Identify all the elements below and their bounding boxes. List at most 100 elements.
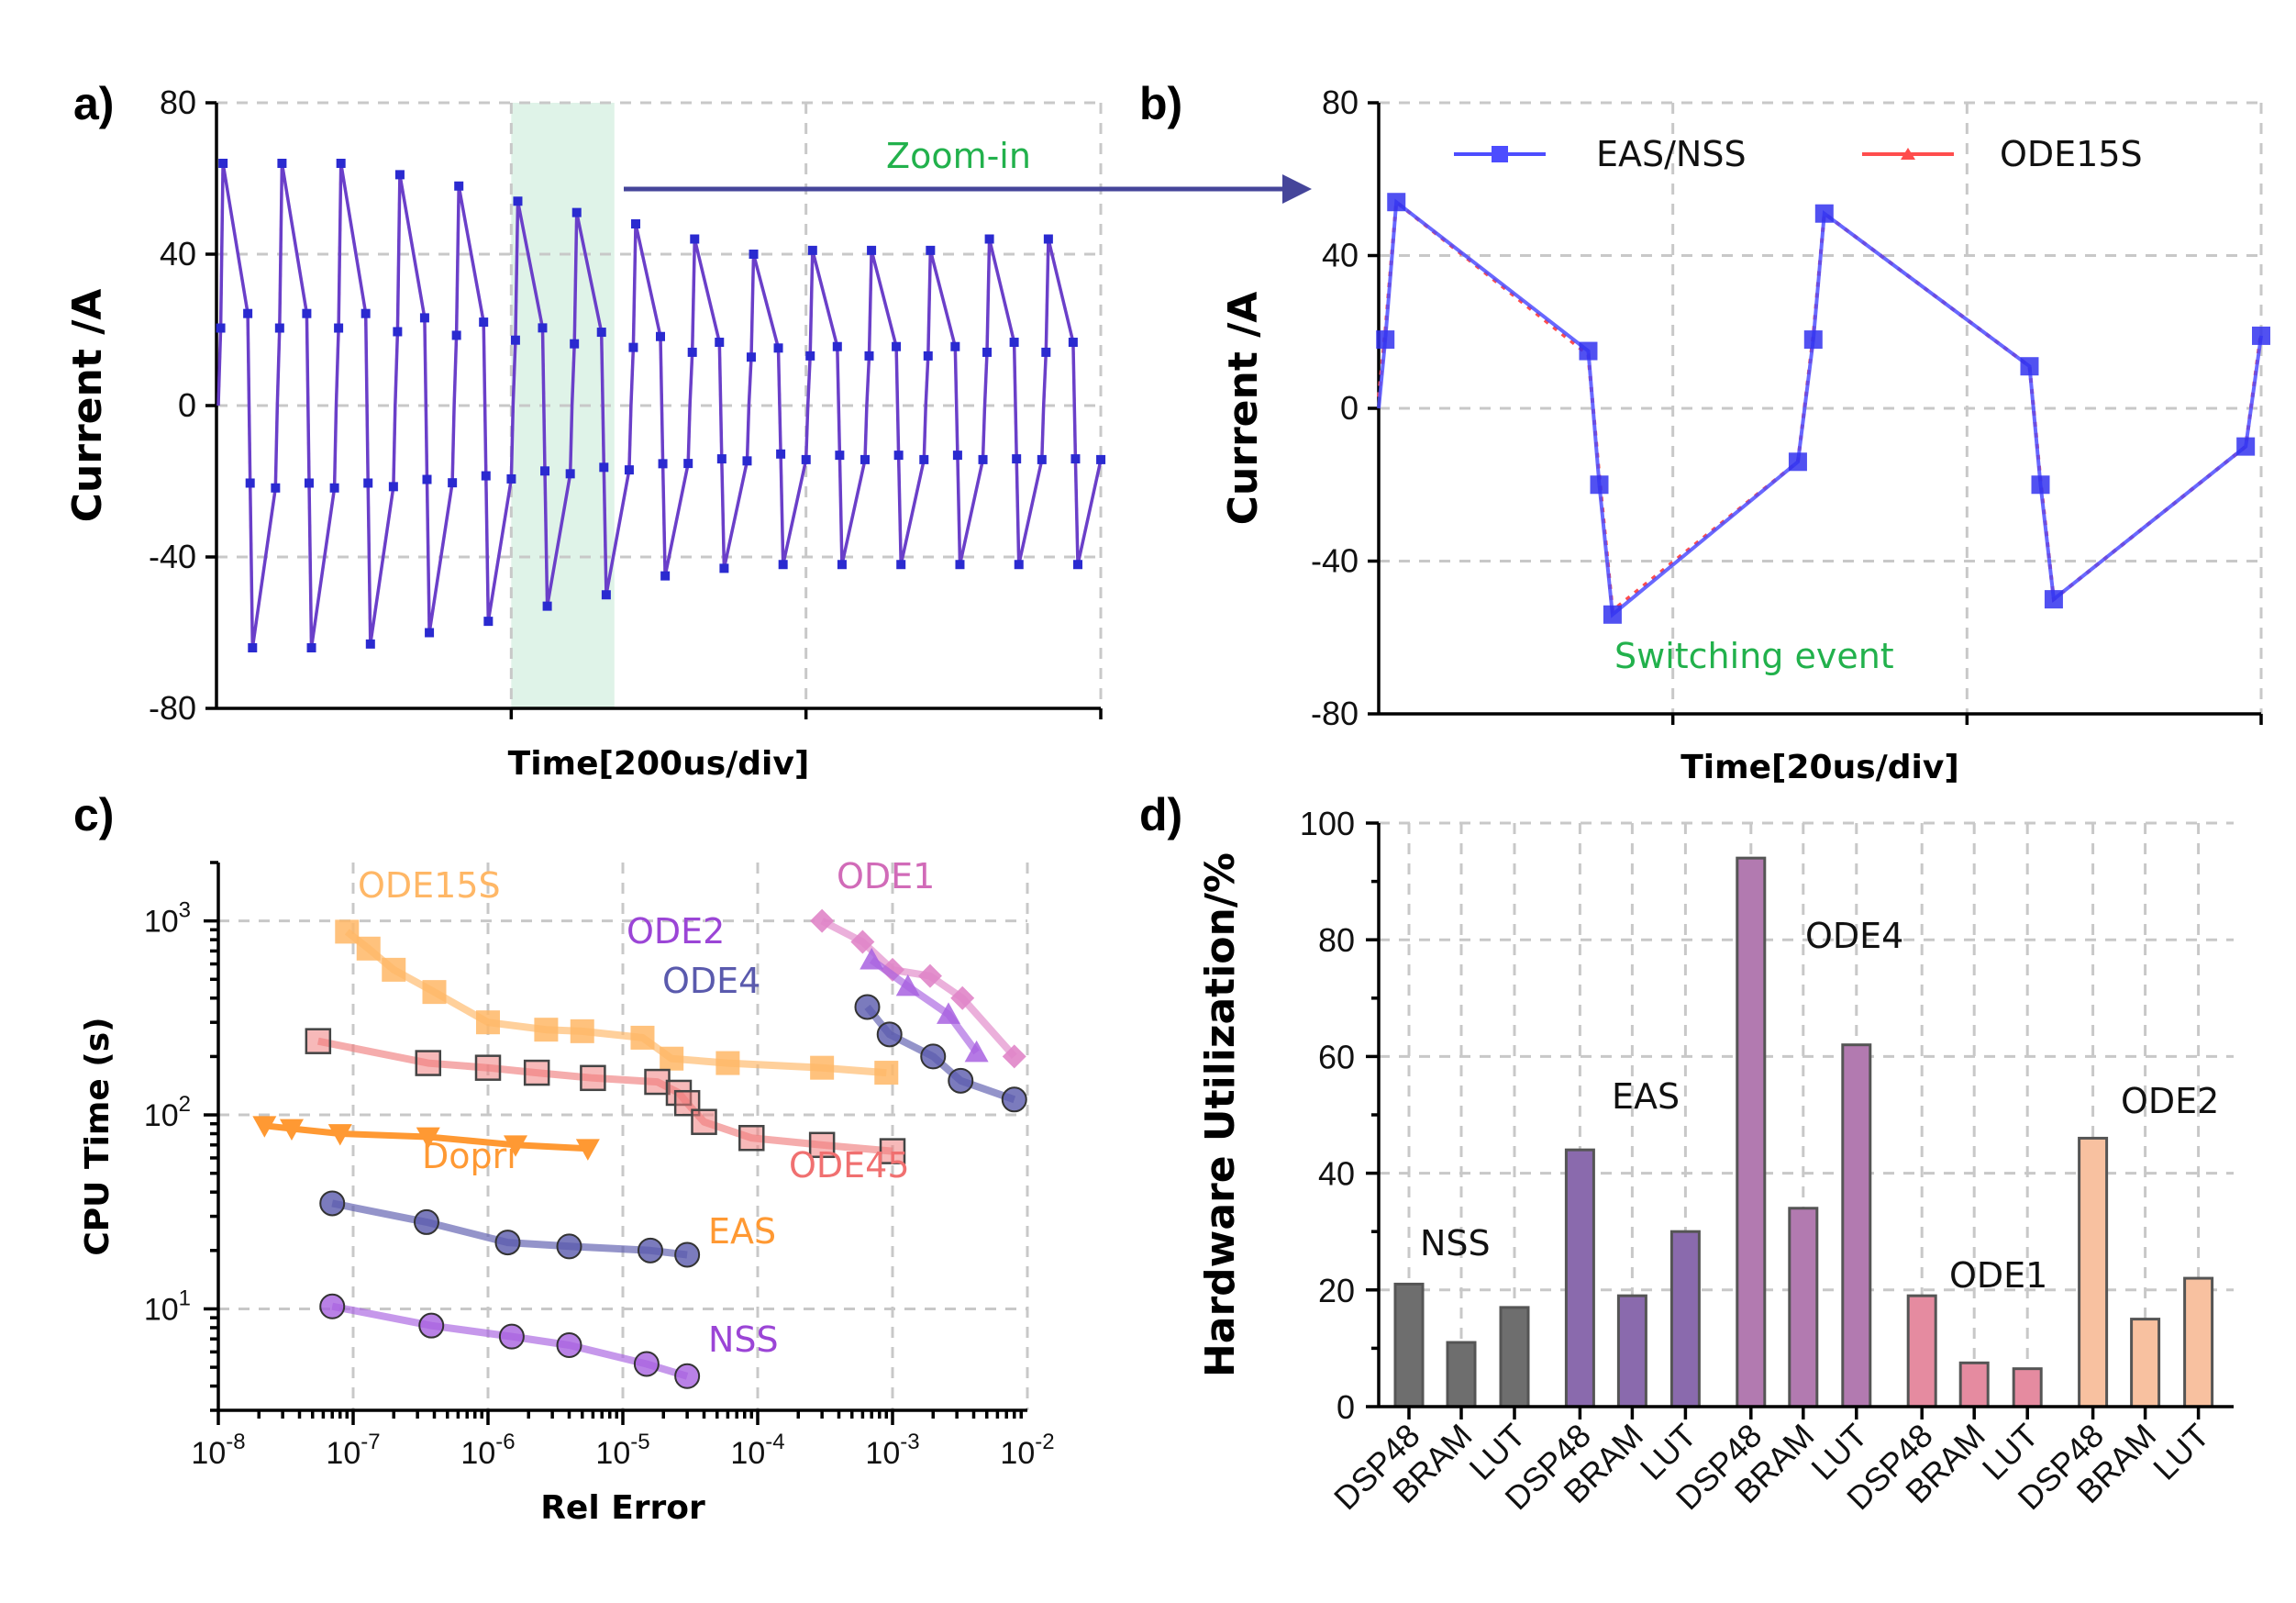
a-point xyxy=(749,250,759,259)
d-xtick-label: LUT xyxy=(2146,1417,2216,1487)
b-legend-label-eas: EAS/NSS xyxy=(1596,134,1747,174)
panel-label-c: c) xyxy=(73,789,114,840)
a-point xyxy=(540,466,550,476)
a-point xyxy=(506,473,516,484)
c-series-ode4-point xyxy=(876,1021,903,1048)
zoom-arrow-head xyxy=(1282,174,1312,204)
a-point xyxy=(1037,454,1047,464)
b-ylabel: Current /A xyxy=(1220,292,1267,526)
b-point xyxy=(1603,605,1622,624)
a-ytick-label: 40 xyxy=(160,235,196,273)
c-series-ode15s-point xyxy=(382,957,406,982)
a-point xyxy=(742,456,752,466)
a-point xyxy=(329,483,339,493)
c-series-dopri-point xyxy=(279,1119,304,1141)
c-series-ode45-point xyxy=(305,1028,332,1054)
d-bar-ode2-lut xyxy=(2183,1276,2214,1408)
a-point xyxy=(271,483,281,493)
c-series-nss-point xyxy=(418,1312,445,1339)
c-xtick-label: 10-8 xyxy=(191,1430,245,1471)
a-point xyxy=(778,560,788,570)
c-series-ode15s-point xyxy=(356,936,381,961)
c-label-eas: EAS xyxy=(708,1211,776,1252)
c-series-eas-point xyxy=(413,1208,439,1235)
c-xtick-label: 10-3 xyxy=(865,1430,919,1471)
c-ylabel: CPU Time (s) xyxy=(79,1017,116,1255)
d-bar-nss-dsp48 xyxy=(1393,1282,1425,1408)
a-point xyxy=(248,643,258,652)
d-ytick-label: 100 xyxy=(1300,805,1355,842)
c-series-dopri-point xyxy=(575,1139,600,1161)
c-label-ode15s: ODE15S xyxy=(358,865,501,906)
c-label-ode1: ODE1 xyxy=(837,856,935,896)
d-bar-eas-bram xyxy=(1616,1294,1647,1408)
b-legend-marker-ode15s xyxy=(1901,148,1915,160)
d-ytick-label: 0 xyxy=(1337,1388,1355,1426)
b-point xyxy=(2044,590,2063,609)
c-xtick-label: 10-5 xyxy=(595,1430,649,1471)
c-xtick-label: 10-4 xyxy=(730,1430,784,1471)
a-point xyxy=(481,471,491,481)
c-series-ode1-point xyxy=(1002,1044,1026,1069)
c-series-ode15s-point xyxy=(660,1046,684,1071)
chart-a: 80 40 0 -40 -80 Time[200us/div] Current /A Zoom… xyxy=(64,83,1312,783)
d-bar-ode2-dsp48 xyxy=(2078,1136,2109,1408)
a-point xyxy=(773,343,783,353)
b-point xyxy=(1803,330,1823,350)
b-point xyxy=(2236,437,2256,456)
a-point xyxy=(393,327,403,337)
a-point xyxy=(304,478,314,488)
b-point xyxy=(2252,326,2270,345)
a-point xyxy=(624,465,634,475)
a-point xyxy=(715,338,725,348)
a-point xyxy=(864,351,874,361)
c-xtick-label: 10-6 xyxy=(460,1430,515,1471)
c-series-dopri-point xyxy=(416,1127,440,1150)
a-point xyxy=(892,341,902,351)
c-series-ode45-point xyxy=(644,1068,671,1096)
a-point xyxy=(631,219,641,228)
c-series-ode45-point xyxy=(474,1054,502,1081)
b-xlabel: Time[20us/div] xyxy=(1680,749,1959,786)
a-point xyxy=(599,462,609,473)
c-series-ode45-point xyxy=(879,1138,906,1164)
a-point xyxy=(1014,560,1024,570)
d-ylabel: Hardware Utilization/% xyxy=(1197,852,1244,1377)
c-series-ode45-point xyxy=(738,1124,765,1152)
a-point xyxy=(483,617,494,627)
d-group-label-ode2: ODE2 xyxy=(2121,1081,2219,1121)
chart-c: 10-8 10-7 10-6 10-5 10-4 10-3 10-2 101 102 103 Rel… xyxy=(79,856,1055,1527)
b-ytick-label: -40 xyxy=(1311,542,1359,580)
a-ytick-label: 80 xyxy=(160,83,196,121)
a-point xyxy=(955,560,965,570)
a-point xyxy=(776,449,786,459)
a-point xyxy=(687,347,697,357)
a-point xyxy=(306,643,316,652)
c-series-nss-point xyxy=(674,1363,701,1389)
b-point xyxy=(1579,341,1598,361)
c-series-ode2-point xyxy=(937,1002,961,1024)
d-ytick-label: 80 xyxy=(1318,921,1355,959)
a-point xyxy=(245,478,255,488)
a-point xyxy=(1068,338,1078,348)
a-point xyxy=(801,454,811,464)
a-ytick-label: -80 xyxy=(149,689,196,727)
c-label-ode4: ODE4 xyxy=(662,961,760,1001)
d-group-label-ode4: ODE4 xyxy=(1805,916,1903,956)
d-bar-ode1-lut xyxy=(2012,1367,2043,1408)
a-point xyxy=(394,170,405,180)
a-point xyxy=(243,308,253,318)
a-point xyxy=(274,323,284,333)
c-series-ode4-point xyxy=(920,1043,947,1070)
a-point xyxy=(365,639,375,649)
a-point xyxy=(513,196,523,206)
c-series-dopri-point xyxy=(252,1116,277,1138)
a-point xyxy=(896,560,906,570)
a-point xyxy=(302,308,312,318)
a-point xyxy=(860,454,871,464)
c-series-ode1-point xyxy=(917,963,942,988)
c-series-ode1-point xyxy=(950,985,975,1010)
c-xtick-label: 10-2 xyxy=(1000,1430,1054,1471)
c-series-eas-point xyxy=(556,1233,582,1260)
